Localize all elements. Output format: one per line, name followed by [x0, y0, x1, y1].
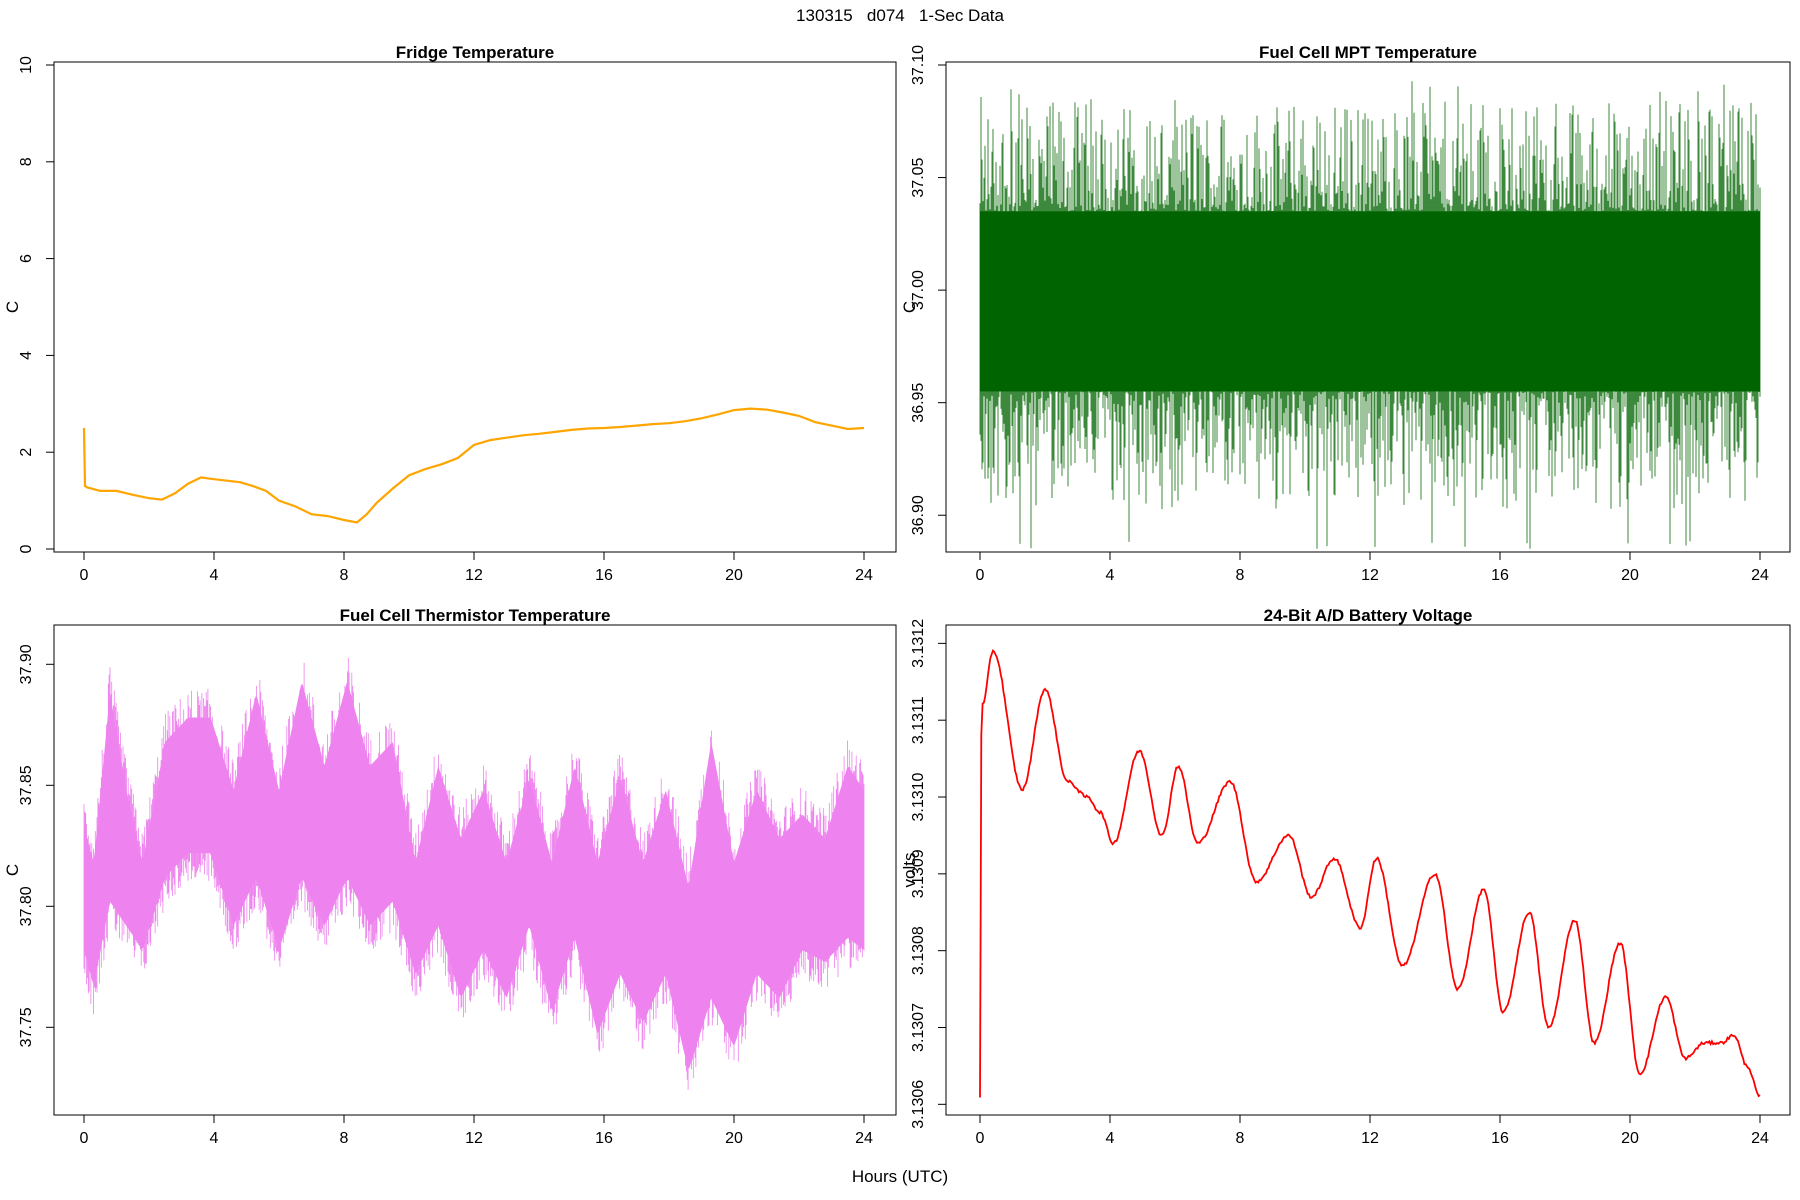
panel-4-y-tick-label: 3.1307	[910, 1003, 927, 1052]
panel-4-y-tick-label: 3.1312	[910, 619, 927, 668]
panel-2-x-tick-label: 16	[1491, 567, 1509, 584]
panel-4-y-axis-label: volts	[900, 853, 919, 888]
panel-3-x-tick-label: 20	[725, 1130, 743, 1147]
panel-4-plot-frame	[945, 624, 1791, 1116]
panel-3-x-tick-label: 0	[80, 1130, 89, 1147]
panel-2-x-tick-label: 0	[976, 567, 985, 584]
panel-4-x-tick-label: 16	[1491, 1130, 1509, 1147]
panel-1-x-tick-label: 4	[210, 567, 219, 584]
panel-4-y-tick-label: 3.1311	[910, 696, 927, 744]
panel-3-x-tick-label: 8	[340, 1130, 349, 1147]
panel-4-y-tick-label: 3.1309	[910, 849, 927, 898]
panel-3-plot-frame	[53, 624, 897, 1116]
panel-2-x-tick-label: 24	[1751, 567, 1769, 584]
panel-3-y-tick-label: 37.85	[18, 765, 35, 805]
panel-1-x-tick-label: 16	[595, 567, 613, 584]
panel-2-plot-frame	[945, 61, 1791, 553]
panel-4-x-tick-label: 0	[976, 1130, 985, 1147]
panel-1-y-tick-label: 8	[18, 157, 35, 166]
common-x-axis-label: Hours (UTC)	[851, 1167, 949, 1186]
panel-4-y-tick-label: 3.1308	[910, 926, 927, 975]
panel-2-y-tick-label: 36.95	[910, 383, 927, 423]
panel-4-x-tick-label: 20	[1621, 1130, 1639, 1147]
panel-1-x-tick-label: 20	[725, 567, 743, 584]
panel-1-x-tick-label: 24	[855, 567, 873, 584]
panel-1-plot-frame	[53, 61, 897, 553]
panel-1-series-line	[82, 407, 865, 524]
panel-2-y-axis-label: C	[900, 301, 919, 313]
panel-4-y-tick-label: 3.1306	[910, 1080, 927, 1129]
panel-3-y-tick-label: 37.90	[18, 644, 35, 684]
panel-4-x-tick-label: 24	[1751, 1130, 1769, 1147]
panel-3-title: Fuel Cell Thermistor Temperature	[340, 606, 611, 625]
panel-3-series-noise	[83, 657, 865, 1090]
panel-2-x-tick-label: 12	[1361, 567, 1379, 584]
panel-3-y-tick-label: 37.75	[18, 1007, 35, 1047]
panel-2-y-tick-label: 37.00	[910, 270, 927, 310]
panel-2-y-tick-label: 36.90	[910, 495, 927, 535]
panel-1-y-tick-label: 4	[18, 351, 35, 360]
panel-2-title: Fuel Cell MPT Temperature	[1259, 43, 1477, 62]
panel-4-y-tick-label: 3.1310	[910, 772, 927, 821]
panel-3-y-axis-label: C	[3, 864, 22, 876]
figure-title: 130315 d074 1-Sec Data	[796, 6, 1004, 25]
panel-1-y-tick-label: 6	[18, 254, 35, 263]
panel-1-y-tick-label: 10	[18, 56, 35, 74]
panel-2-x-tick-label: 20	[1621, 567, 1639, 584]
panel-4-series-line	[979, 648, 1761, 1098]
panel-2-y-tick-label: 37.10	[910, 45, 927, 85]
panel-1-y-axis-label: C	[3, 301, 22, 313]
panel-3-x-tick-label: 4	[210, 1130, 219, 1147]
panel-1-title: Fridge Temperature	[396, 43, 554, 62]
panel-4-title: 24-Bit A/D Battery Voltage	[1264, 606, 1473, 625]
panel-4-x-tick-label: 12	[1361, 1130, 1379, 1147]
panel-2-y-tick-label: 37.05	[910, 157, 927, 197]
panel-2-x-tick-label: 8	[1236, 567, 1245, 584]
panel-1-x-tick-label: 0	[80, 567, 89, 584]
panel-1-y-tick-label: 2	[18, 448, 35, 457]
panel-2-x-tick-label: 4	[1106, 567, 1115, 584]
panel-4-x-tick-label: 8	[1236, 1130, 1245, 1147]
panel-1-x-tick-label: 8	[340, 567, 349, 584]
panel-3-x-tick-label: 12	[465, 1130, 483, 1147]
panel-4-x-tick-label: 4	[1106, 1130, 1115, 1147]
panel-1-x-tick-label: 12	[465, 567, 483, 584]
panel-3-x-tick-label: 24	[855, 1130, 873, 1147]
panel-2-series-noise	[979, 81, 1761, 549]
panel-1-y-tick-label: 0	[18, 544, 35, 553]
panel-3-y-tick-label: 37.80	[18, 886, 35, 926]
panel-3-x-tick-label: 16	[595, 1130, 613, 1147]
